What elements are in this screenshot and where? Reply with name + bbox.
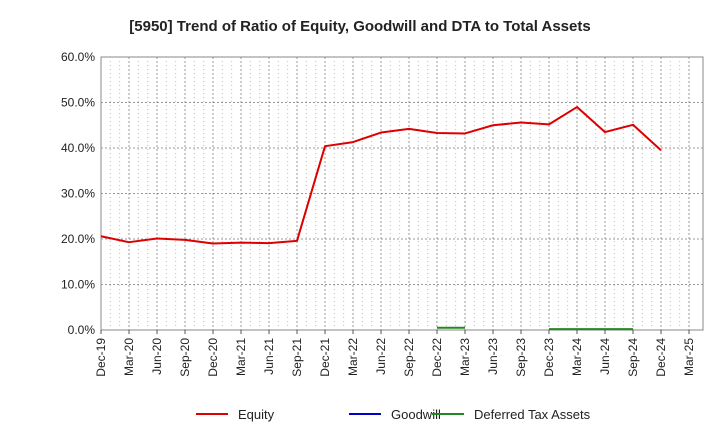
y-tick-label: 30.0% xyxy=(61,187,95,201)
x-tick-label: Dec-23 xyxy=(542,338,556,377)
x-tick-label: Mar-22 xyxy=(346,338,360,376)
y-tick-label: 10.0% xyxy=(61,278,95,292)
legend-label-equity: Equity xyxy=(238,407,275,422)
x-tick-label: Sep-21 xyxy=(290,338,304,377)
x-tick-label: Jun-20 xyxy=(150,338,164,375)
x-tick-label: Mar-21 xyxy=(234,338,248,376)
x-tick-label: Dec-21 xyxy=(318,338,332,377)
y-tick-label: 60.0% xyxy=(61,50,95,64)
y-tick-label: 20.0% xyxy=(61,232,95,246)
x-tick-label: Dec-22 xyxy=(430,338,444,377)
legend-label-goodwill: Goodwill xyxy=(391,407,441,422)
x-tick-label: Dec-24 xyxy=(654,338,668,377)
x-tick-label: Jun-22 xyxy=(374,338,388,375)
x-tick-label: Jun-24 xyxy=(598,338,612,375)
x-tick-label: Mar-25 xyxy=(682,338,696,376)
x-tick-label: Sep-23 xyxy=(514,338,528,377)
x-tick-label: Jun-23 xyxy=(486,338,500,375)
y-tick-label: 0.0% xyxy=(68,323,96,337)
legend-label-deferred-tax-assets: Deferred Tax Assets xyxy=(474,407,591,422)
grid-lines xyxy=(101,57,703,330)
y-tick-label: 40.0% xyxy=(61,141,95,155)
series-lines xyxy=(100,106,662,331)
axis-labels: 0.0% 10.0% 20.0% 30.0% 40.0% 50.0% 60.0% Dec-19… xyxy=(61,50,696,377)
series-line-equity xyxy=(100,106,662,245)
x-tick-label: Dec-20 xyxy=(206,338,220,377)
legend: Equity Goodwill Deferred Tax Assets xyxy=(196,407,591,422)
x-tick-label: Jun-21 xyxy=(262,338,276,375)
y-tick-label: 50.0% xyxy=(61,96,95,110)
x-tick-label: Sep-20 xyxy=(178,338,192,377)
x-tick-label: Sep-22 xyxy=(402,338,416,377)
chart-title: [5950] Trend of Ratio of Equity, Goodwil… xyxy=(129,18,590,35)
x-tick-label: Mar-23 xyxy=(458,338,472,376)
x-tick-label: Mar-20 xyxy=(122,338,136,376)
x-tick-label: Sep-24 xyxy=(626,338,640,377)
x-tick-label: Mar-24 xyxy=(570,338,584,376)
x-tick-label: Dec-19 xyxy=(94,338,108,377)
